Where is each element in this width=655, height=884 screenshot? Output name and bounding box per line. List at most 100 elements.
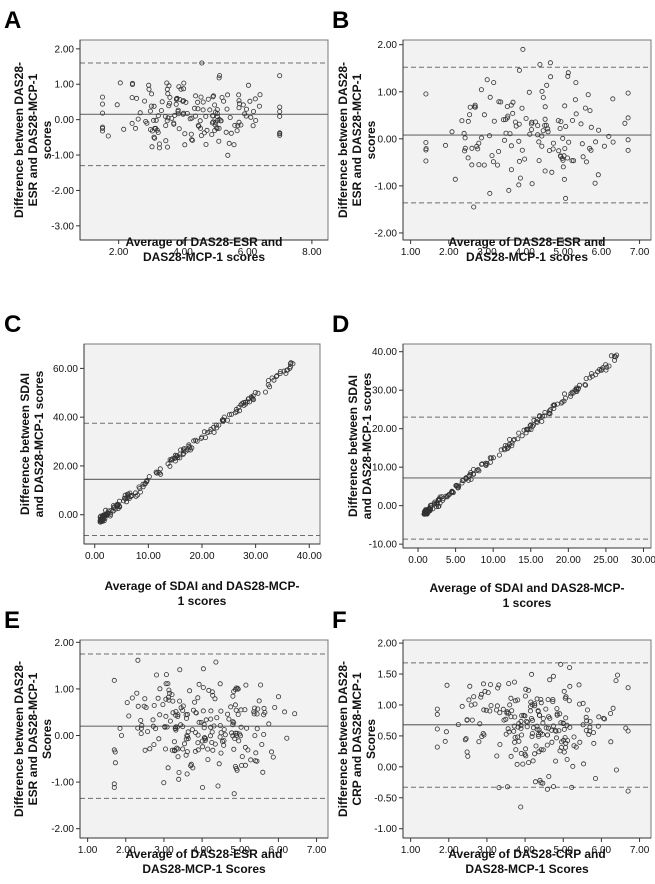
x-tick-label: 6.00 xyxy=(592,845,612,856)
data-point xyxy=(191,105,197,111)
data-point xyxy=(265,382,271,388)
data-point xyxy=(552,727,558,733)
data-point xyxy=(254,726,260,732)
data-point xyxy=(561,176,567,182)
x-axis-title: Average of SDAI and DAS28-MCP- xyxy=(430,581,625,595)
data-point xyxy=(481,707,487,713)
data-point xyxy=(231,791,237,797)
data-point xyxy=(512,735,518,741)
data-point xyxy=(181,446,187,452)
data-point xyxy=(218,118,224,124)
data-point xyxy=(205,746,211,752)
data-point xyxy=(516,738,522,744)
data-point xyxy=(523,719,529,725)
data-point xyxy=(551,723,557,729)
data-point xyxy=(151,103,157,109)
data-point xyxy=(544,82,550,88)
data-point xyxy=(467,683,473,689)
data-point xyxy=(217,73,223,79)
data-point xyxy=(513,747,519,753)
data-point xyxy=(188,131,194,137)
data-point xyxy=(484,77,490,83)
data-point xyxy=(248,114,254,120)
data-point xyxy=(469,145,475,151)
data-point xyxy=(175,107,181,113)
data-point xyxy=(520,46,526,52)
data-point xyxy=(539,418,545,424)
data-point xyxy=(210,747,216,753)
data-point xyxy=(443,729,449,735)
data-point xyxy=(245,82,251,88)
panel-letter-a: A xyxy=(4,7,21,34)
y-axis-title: scores xyxy=(364,120,378,159)
data-point xyxy=(515,697,521,703)
data-point xyxy=(203,717,209,723)
data-point xyxy=(198,133,204,139)
data-point xyxy=(538,700,544,706)
y-axis-title: Difference between DAS28- xyxy=(336,661,350,817)
data-point xyxy=(261,705,267,711)
panel-letter-b: B xyxy=(332,7,349,34)
data-point xyxy=(583,382,589,388)
data-point xyxy=(180,724,186,730)
data-point xyxy=(191,438,197,444)
data-point xyxy=(550,146,556,152)
data-point xyxy=(184,111,190,117)
data-point xyxy=(538,780,544,786)
data-point xyxy=(564,757,570,763)
x-tick-label: 3.00 xyxy=(154,845,174,856)
panel-d: D 0.00 5.00 10.00 15.00 20.00 25.00 30.00 -10.00… xyxy=(332,311,655,610)
data-point xyxy=(251,709,257,715)
data-point xyxy=(248,757,254,763)
data-point xyxy=(232,122,238,128)
data-point xyxy=(542,413,548,419)
data-point xyxy=(475,146,481,152)
data-point xyxy=(459,118,465,124)
data-point xyxy=(463,476,469,482)
data-point xyxy=(487,94,493,100)
data-point xyxy=(268,749,274,755)
data-point xyxy=(195,740,201,746)
data-point xyxy=(232,730,238,736)
data-point xyxy=(523,746,529,752)
data-point xyxy=(546,410,552,416)
y-tick-label: -2.00 xyxy=(374,228,397,239)
data-point xyxy=(226,412,232,418)
data-point xyxy=(512,698,518,704)
data-point xyxy=(557,126,563,132)
x-tick-label: 6.00 xyxy=(269,845,289,856)
data-point xyxy=(440,497,446,503)
data-point xyxy=(237,733,243,739)
data-point xyxy=(538,697,544,703)
data-point xyxy=(251,711,257,717)
data-point xyxy=(234,409,240,415)
data-point xyxy=(171,120,177,126)
data-point xyxy=(571,743,577,749)
data-point xyxy=(625,788,631,794)
data-point xyxy=(151,134,157,140)
data-point xyxy=(212,696,218,702)
data-point xyxy=(581,761,587,767)
data-point xyxy=(236,408,242,414)
data-point xyxy=(489,153,495,159)
data-point xyxy=(601,715,607,721)
data-point xyxy=(139,722,145,728)
data-point xyxy=(244,725,250,731)
data-point xyxy=(287,364,293,370)
data-point xyxy=(186,442,192,448)
data-point xyxy=(540,747,546,753)
data-point xyxy=(167,94,173,100)
data-point xyxy=(537,62,543,68)
data-point xyxy=(532,779,538,785)
data-point xyxy=(258,682,264,688)
data-point xyxy=(124,700,130,706)
data-point xyxy=(519,433,525,439)
data-point xyxy=(545,732,551,738)
data-point xyxy=(148,103,154,109)
data-point xyxy=(204,430,210,436)
data-point xyxy=(557,711,563,717)
x-tick-label: 30.00 xyxy=(243,551,268,562)
data-point xyxy=(232,736,238,742)
data-point xyxy=(466,472,472,478)
data-point xyxy=(476,739,482,745)
